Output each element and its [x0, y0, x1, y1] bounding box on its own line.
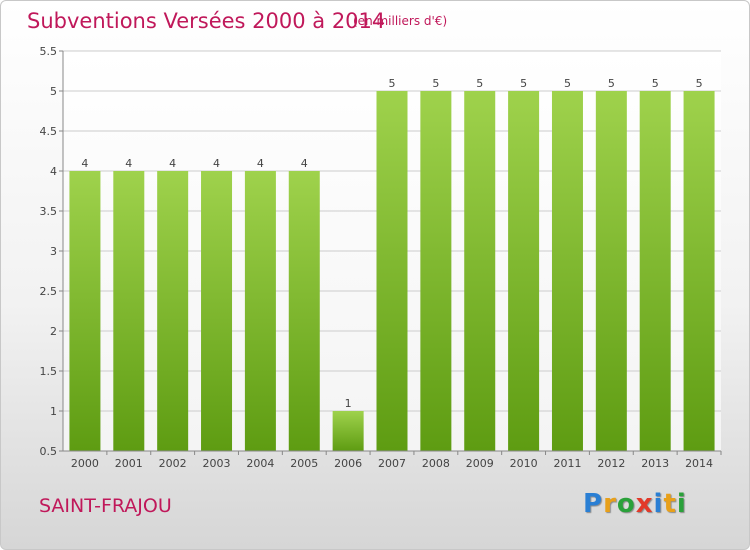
data-label-2008: 5 [432, 77, 439, 90]
y-tick-label: 2 [50, 325, 57, 338]
chart-subtitle: (en milliers d'€) [353, 14, 448, 28]
x-tick-label-2004: 2004 [246, 457, 274, 470]
y-tick-label: 4 [50, 165, 57, 178]
y-tick-label: 1.5 [40, 365, 58, 378]
logo-letter: i [653, 489, 664, 519]
logo-letter: t [663, 489, 677, 519]
logo-letter: i [676, 489, 687, 519]
x-tick-label-2008: 2008 [422, 457, 450, 470]
data-label-2011: 5 [564, 77, 571, 90]
bar-2001 [113, 171, 145, 451]
x-tick-label-2007: 2007 [378, 457, 406, 470]
bar-2008 [420, 91, 452, 451]
bar-2007 [376, 91, 408, 451]
data-label-2007: 5 [389, 77, 396, 90]
x-tick-label-2013: 2013 [641, 457, 669, 470]
bars [69, 91, 715, 451]
data-label-2014: 5 [696, 77, 703, 90]
x-tick-label-2014: 2014 [685, 457, 713, 470]
data-label-2003: 4 [213, 157, 220, 170]
bar-2003 [201, 171, 233, 451]
bar-2011 [551, 91, 583, 451]
x-tick-label-2000: 2000 [71, 457, 99, 470]
data-label-2000: 4 [81, 157, 88, 170]
logo-letter: r [603, 489, 617, 519]
x-tick-label-2010: 2010 [510, 457, 538, 470]
y-tick-label: 3 [50, 245, 57, 258]
x-tick-label-2005: 2005 [290, 457, 318, 470]
data-label-2004: 4 [257, 157, 264, 170]
bar-2004 [244, 171, 276, 451]
data-labels: 4 4 4 4 4 4 1 5 5 5 5 5 5 5 5 [81, 77, 702, 410]
proxiti-logo: Proxiti [583, 489, 687, 519]
x-tick-label-2002: 2002 [159, 457, 187, 470]
data-label-2005: 4 [301, 157, 308, 170]
x-tick-label-2012: 2012 [597, 457, 625, 470]
bar-2014 [683, 91, 715, 451]
logo-letter: P [583, 489, 604, 519]
data-label-2001: 4 [125, 157, 132, 170]
x-tick-label-2009: 2009 [466, 457, 494, 470]
bar-2013 [639, 91, 671, 451]
y-tick-label: 4.5 [40, 125, 58, 138]
y-tick-label: 2.5 [40, 285, 58, 298]
data-label-2012: 5 [608, 77, 615, 90]
data-label-2006: 1 [345, 397, 352, 410]
x-tick-label-2011: 2011 [553, 457, 581, 470]
y-tick-label: 3.5 [40, 205, 58, 218]
x-tick-label-2003: 2003 [203, 457, 231, 470]
data-label-2002: 4 [169, 157, 176, 170]
y-tick-label: 1 [50, 405, 57, 418]
bar-2002 [157, 171, 189, 451]
data-label-2013: 5 [652, 77, 659, 90]
y-axis: 0.5 1 1.5 2 2.5 3 3.5 4 4.5 5 5.5 [40, 45, 63, 458]
bar-2005 [288, 171, 320, 451]
bar-2000 [69, 171, 101, 451]
y-tick-label: 5.5 [40, 45, 58, 58]
commune-name: SAINT-FRAJOU [39, 495, 172, 517]
bar-2010 [508, 91, 540, 451]
y-tick-label: 0.5 [40, 445, 58, 458]
x-tick-label-2006: 2006 [334, 457, 362, 470]
logo-letter: x [635, 489, 654, 519]
x-axis: 2000 2001 2002 2003 2004 2005 2006 2007 2008 2009… [71, 451, 722, 470]
data-label-2010: 5 [520, 77, 527, 90]
x-tick-label-2001: 2001 [115, 457, 143, 470]
chart-title: Subventions Versées 2000 à 2014 [27, 9, 386, 33]
bar-2009 [464, 91, 496, 451]
data-label-2009: 5 [476, 77, 483, 90]
logo-letter: o [616, 489, 636, 519]
bar-2012 [595, 91, 627, 451]
bar-2006 [332, 411, 364, 451]
y-tick-label: 5 [50, 85, 57, 98]
